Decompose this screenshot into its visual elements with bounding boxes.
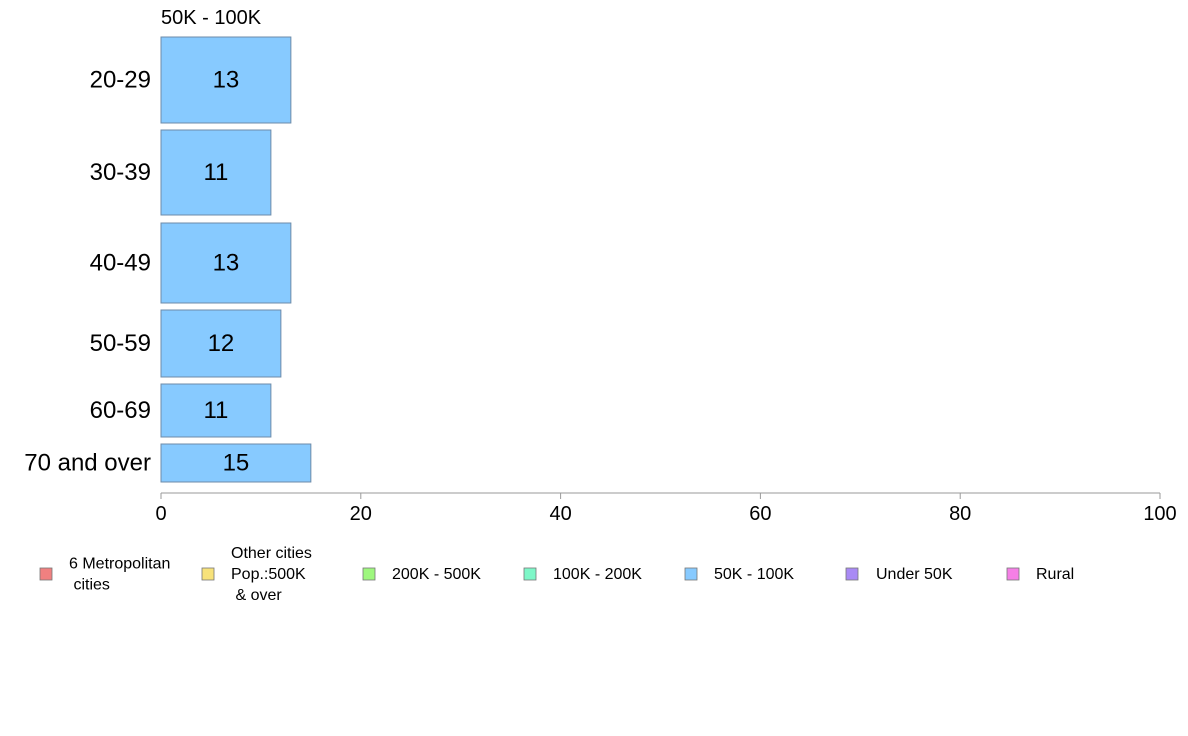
panel-title: 50K - 100K [161, 7, 262, 29]
x-tick-label: 60 [749, 503, 771, 525]
bar-20-29 [160, 36, 292, 124]
bar-value-label: 13 [213, 67, 240, 94]
category-label: 20-29 [90, 67, 151, 94]
legend-swatch [1006, 567, 1020, 581]
legend-swatch [845, 567, 859, 581]
legend-swatch [523, 567, 537, 581]
bar-30-39 [160, 129, 272, 216]
bar-70-and-over [160, 443, 312, 483]
category-label: 40-49 [90, 250, 151, 277]
legend: 6 Metropolitan cities Other cities Pop.:50… [39, 545, 1074, 604]
bar-40-49 [160, 222, 292, 304]
legend-label: 50K - 100K [714, 566, 794, 583]
legend-swatch [39, 567, 53, 581]
category-label: 30-39 [90, 159, 151, 186]
legend-swatch [684, 567, 698, 581]
legend-label: Rural [1036, 566, 1074, 583]
bar-value-label: 15 [223, 450, 250, 477]
x-tick-label: 80 [949, 503, 971, 525]
legend-label: Under 50K [876, 566, 953, 583]
x-tick-label: 0 [155, 503, 166, 525]
x-tick-label: 40 [549, 503, 571, 525]
legend-item-other-cities-pop-500k-over: Other cities Pop.:500K & over [201, 545, 312, 604]
bar-value-label: 12 [208, 330, 235, 357]
legend-swatch [362, 567, 376, 581]
bars-group: 13 11 13 12 11 15 [160, 36, 312, 483]
category-labels: 20-29 30-39 40-49 50-59 60-69 70 and over [24, 67, 151, 477]
legend-label: 200K - 500K [392, 566, 481, 583]
legend-label: 100K - 200K [553, 566, 642, 583]
bar-value-label: 11 [203, 159, 228, 186]
bar-60-69 [160, 383, 272, 438]
legend-item-6-metropolitan-cities: 6 Metropolitan cities [39, 555, 170, 593]
legend-item-200k-500k: 200K - 500K [362, 566, 481, 583]
bar-50-59 [160, 309, 282, 378]
legend-item-under-50k: Under 50K [845, 566, 953, 583]
x-axis: 0 20 40 60 80 100 [155, 492, 1177, 525]
legend-label: Other cities Pop.:500K & over [231, 545, 312, 604]
category-label: 70 and over [24, 450, 151, 477]
bar-value-label: 11 [203, 397, 228, 424]
legend-item-100k-200k: 100K - 200K [523, 566, 642, 583]
legend-item-50k-100k: 50K - 100K [684, 566, 794, 583]
legend-item-rural: Rural [1006, 566, 1074, 583]
category-label: 50-59 [90, 330, 151, 357]
x-tick-label: 100 [1143, 503, 1176, 525]
category-label: 60-69 [90, 397, 151, 424]
x-tick-label: 20 [350, 503, 372, 525]
legend-swatch [201, 567, 215, 581]
bar-value-label: 13 [213, 250, 240, 277]
legend-label: 6 Metropolitan cities [69, 555, 170, 593]
